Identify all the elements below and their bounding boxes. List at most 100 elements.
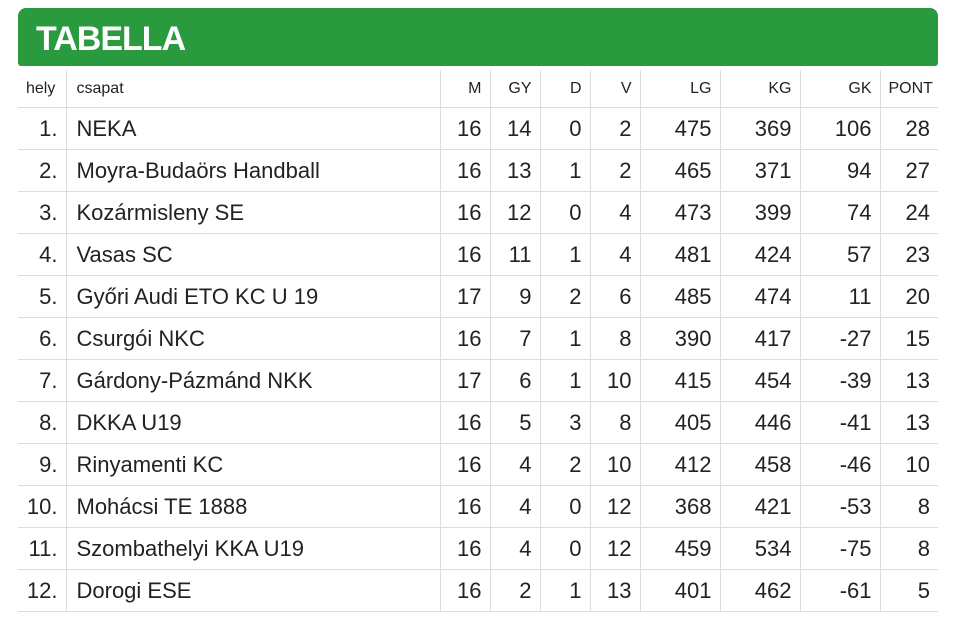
table-cell: 12	[589, 527, 640, 570]
table-row: 8. DKKA U19 16 5 3 8 405 446 -41 13	[18, 401, 938, 444]
table-cell: 485	[639, 275, 720, 318]
table-row: 9. Rinyamenti KC 16 4 2 10 412 458 -46 10	[18, 443, 938, 486]
table-cell: 13	[489, 149, 540, 192]
table-cell: 5.	[18, 275, 66, 318]
table-cell: 10	[589, 443, 640, 486]
table-cell: 465	[639, 149, 720, 192]
team-name: Rinyamenti KC	[65, 443, 440, 486]
team-name: Gárdony-Pázmánd NKK	[65, 359, 440, 402]
table-cell: 401	[639, 569, 720, 612]
table-cell: 2.	[18, 149, 66, 192]
table-cell: 23	[879, 233, 938, 276]
table-cell: 458	[719, 443, 800, 486]
table-cell: 1	[539, 317, 590, 360]
team-name: Szombathelyi KKA U19	[65, 527, 440, 570]
table-cell: 24	[879, 191, 938, 234]
column-header: KG	[719, 70, 800, 108]
table-row: 12. Dorogi ESE 16 2 1 13 401 462 -61 5	[18, 569, 938, 612]
table-cell: 11	[489, 233, 540, 276]
title-bar: TABELLA	[18, 8, 938, 66]
table-cell: -61	[799, 569, 880, 612]
table-cell: 2	[589, 149, 640, 192]
column-header: D	[539, 70, 590, 108]
table-cell: 12	[589, 485, 640, 528]
table-cell: 16	[439, 149, 490, 192]
table-cell: -39	[799, 359, 880, 402]
table-cell: 424	[719, 233, 800, 276]
team-name: Dorogi ESE	[65, 569, 440, 612]
table-cell: 12.	[18, 569, 66, 612]
table-cell: 3.	[18, 191, 66, 234]
table-cell: 6.	[18, 317, 66, 360]
table-cell: 415	[639, 359, 720, 402]
table-cell: 74	[799, 191, 880, 234]
column-header: csapat	[65, 70, 440, 108]
table-cell: 0	[539, 485, 590, 528]
table-row: 4. Vasas SC 16 11 1 4 481 424 57 23	[18, 233, 938, 276]
table-cell: 421	[719, 485, 800, 528]
table-cell: 1	[539, 569, 590, 612]
table-cell: 481	[639, 233, 720, 276]
table-cell: 10.	[18, 485, 66, 528]
table-cell: 8	[589, 317, 640, 360]
table-row: 10. Mohácsi TE 1888 16 4 0 12 368 421 -53 8	[18, 485, 938, 528]
table-cell: 16	[439, 191, 490, 234]
table-cell: -75	[799, 527, 880, 570]
team-name: Kozármisleny SE	[65, 191, 440, 234]
table-body: 1. NEKA 16 14 0 2 475 369 106 28 2. Moyra-Budaörs H…	[18, 107, 938, 612]
table-cell: 399	[719, 191, 800, 234]
table-cell: 16	[439, 527, 490, 570]
table-cell: 4	[589, 191, 640, 234]
team-name: DKKA U19	[65, 401, 440, 444]
table-cell: 16	[439, 107, 490, 150]
table-cell: 10	[879, 443, 938, 486]
table-cell: 13	[879, 401, 938, 444]
table-cell: 475	[639, 107, 720, 150]
table-cell: 106	[799, 107, 880, 150]
table-row: 11. Szombathelyi KKA U19 16 4 0 12 459 534 -75 8	[18, 527, 938, 570]
standings-widget: TABELLA hely csapat M GY D V LG KG GK PONT 1. NEKA…	[18, 8, 938, 612]
table-cell: 4	[589, 233, 640, 276]
table-cell: 9.	[18, 443, 66, 486]
table-cell: 2	[539, 275, 590, 318]
table-cell: 1	[539, 359, 590, 402]
table-cell: 473	[639, 191, 720, 234]
table-cell: 1.	[18, 107, 66, 150]
table-cell: 15	[879, 317, 938, 360]
table-cell: 459	[639, 527, 720, 570]
table-cell: -41	[799, 401, 880, 444]
title: TABELLA	[36, 20, 186, 58]
column-header: M	[439, 70, 490, 108]
table-cell: 6	[589, 275, 640, 318]
table-cell: 4	[489, 485, 540, 528]
table-cell: 0	[539, 191, 590, 234]
table-cell: 16	[439, 485, 490, 528]
table-cell: 10	[589, 359, 640, 402]
column-header: hely	[18, 70, 66, 108]
table-cell: 454	[719, 359, 800, 402]
table-cell: 8	[589, 401, 640, 444]
table-cell: 9	[489, 275, 540, 318]
column-header: PONT	[879, 70, 938, 108]
table-cell: 2	[589, 107, 640, 150]
table-cell: 1	[539, 233, 590, 276]
table-cell: 1	[539, 149, 590, 192]
table-cell: 5	[489, 401, 540, 444]
table-cell: 534	[719, 527, 800, 570]
table-cell: 14	[489, 107, 540, 150]
table-cell: 7	[489, 317, 540, 360]
column-header: V	[589, 70, 640, 108]
table-cell: -27	[799, 317, 880, 360]
header-row: hely csapat M GY D V LG KG GK PONT	[18, 70, 938, 108]
table-cell: 2	[539, 443, 590, 486]
table-cell: 20	[879, 275, 938, 318]
table-cell: 8	[879, 485, 938, 528]
table-cell: 4.	[18, 233, 66, 276]
table-cell: 8.	[18, 401, 66, 444]
table-cell: 27	[879, 149, 938, 192]
team-name: Csurgói NKC	[65, 317, 440, 360]
team-name: Moyra-Budaörs Handball	[65, 149, 440, 192]
table-cell: 13	[879, 359, 938, 402]
table-cell: 57	[799, 233, 880, 276]
